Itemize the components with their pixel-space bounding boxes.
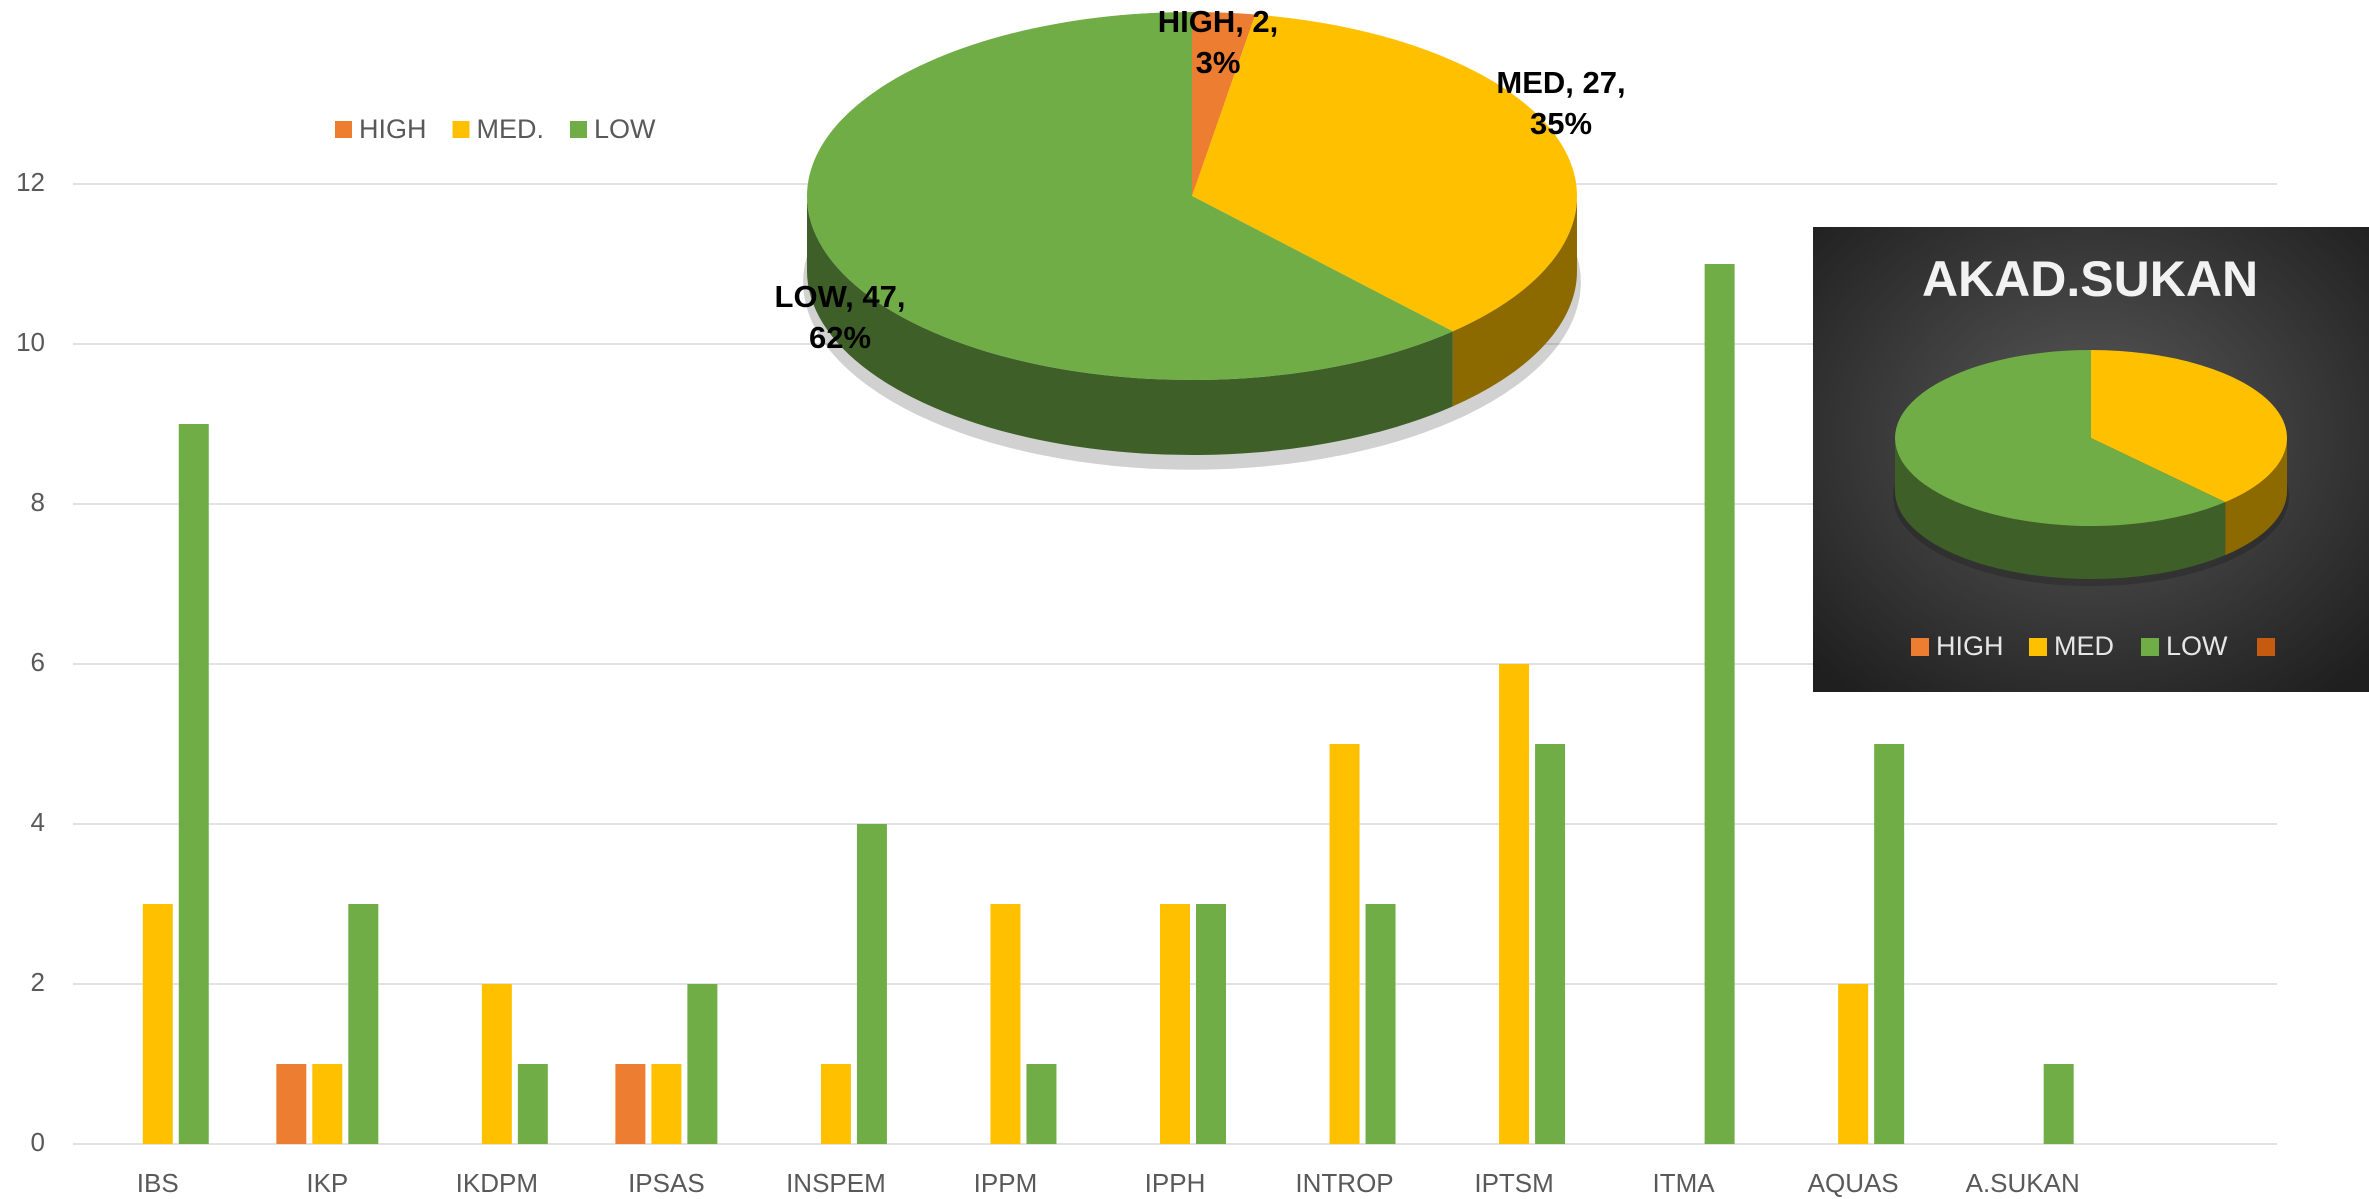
pie-slice bbox=[807, 12, 1453, 380]
y-tick-label: 12 bbox=[16, 167, 45, 197]
pie-side bbox=[1895, 438, 2226, 579]
bar bbox=[1499, 664, 1530, 1144]
bar bbox=[615, 1064, 646, 1144]
pie-slice bbox=[1192, 12, 1256, 196]
x-tick-label: IPPH bbox=[1145, 1168, 1206, 1198]
pie-side bbox=[2225, 438, 2287, 556]
bar bbox=[178, 424, 209, 1144]
y-tick-label: 10 bbox=[16, 327, 45, 357]
pie-label: 35% bbox=[1530, 106, 1592, 141]
y-tick-label: 4 bbox=[31, 807, 45, 837]
bar bbox=[820, 1064, 851, 1144]
x-tick-label: A.SUKAN bbox=[1966, 1168, 2080, 1198]
legend-swatch bbox=[2257, 638, 2275, 656]
pie-label: 62% bbox=[809, 320, 871, 355]
pie-slice bbox=[2091, 350, 2287, 503]
pie-label: HIGH, 2, bbox=[1158, 4, 1279, 39]
legend-label: LOW bbox=[594, 114, 656, 144]
x-tick-label: INSPEM bbox=[786, 1168, 886, 1198]
x-tick-label: IPPM bbox=[974, 1168, 1038, 1198]
bar bbox=[1329, 744, 1360, 1144]
legend-label: HIGH bbox=[1936, 631, 2004, 661]
x-tick-label: ITMA bbox=[1653, 1168, 1716, 1198]
y-tick-label: 2 bbox=[31, 967, 45, 997]
legend-swatch bbox=[2029, 638, 2047, 656]
bar bbox=[1026, 1064, 1057, 1144]
x-tick-label: INTROP bbox=[1295, 1168, 1393, 1198]
x-tick-label: IKDPM bbox=[456, 1168, 538, 1198]
bar bbox=[276, 1064, 307, 1144]
legend-label: HIGH bbox=[359, 114, 427, 144]
x-tick-label: IPSAS bbox=[628, 1168, 705, 1198]
bar bbox=[2043, 1064, 2074, 1144]
bar bbox=[1196, 904, 1226, 1144]
pie-label: MED, 27, bbox=[1496, 65, 1625, 100]
bar bbox=[142, 904, 173, 1144]
bar bbox=[990, 904, 1021, 1144]
legend-swatch bbox=[452, 121, 470, 138]
bar bbox=[1874, 744, 1905, 1144]
bar bbox=[1535, 744, 1566, 1144]
pie-side bbox=[807, 196, 1453, 455]
pie-slice bbox=[1895, 350, 2226, 526]
legend-swatch bbox=[2141, 638, 2159, 656]
x-tick-label: IKP bbox=[306, 1168, 348, 1198]
bar bbox=[1704, 264, 1735, 1144]
bar bbox=[1365, 904, 1396, 1144]
pie-chart: HIGH, 2, 3% MED, 27, 35% LOW, 47, 62% bbox=[775, 4, 1626, 470]
bar bbox=[312, 1064, 343, 1144]
legend-label: LOW bbox=[2166, 631, 2228, 661]
x-tick-label: IPTSM bbox=[1474, 1168, 1553, 1198]
pie-slice bbox=[1192, 14, 1577, 332]
x-tick-label: AQUAS bbox=[1808, 1168, 1899, 1198]
y-tick-label: 8 bbox=[31, 487, 45, 517]
legend-swatch bbox=[570, 121, 587, 138]
x-tick-label: IBS bbox=[137, 1168, 179, 1198]
bar bbox=[1838, 984, 1869, 1144]
bar bbox=[517, 1064, 548, 1144]
bar bbox=[348, 904, 379, 1144]
legend-label: MED. bbox=[477, 114, 545, 144]
bar bbox=[481, 984, 512, 1144]
inset-title: AKAD.SUKAN bbox=[1922, 251, 2258, 307]
bar bbox=[687, 984, 718, 1144]
legend-swatch bbox=[335, 121, 352, 138]
bar bbox=[856, 824, 887, 1144]
inset-pie: HIGH MED LOW bbox=[1893, 350, 2289, 661]
pie-side bbox=[1452, 196, 1577, 407]
pie-label: LOW, 47, bbox=[775, 279, 906, 314]
y-tick-label: 6 bbox=[31, 647, 45, 677]
bar bbox=[651, 1064, 682, 1144]
pie-label: 3% bbox=[1196, 45, 1241, 80]
legend-swatch bbox=[1911, 638, 1929, 656]
bar bbox=[1160, 904, 1190, 1144]
y-tick-label: 0 bbox=[31, 1127, 45, 1157]
legend-label: MED bbox=[2054, 631, 2114, 661]
